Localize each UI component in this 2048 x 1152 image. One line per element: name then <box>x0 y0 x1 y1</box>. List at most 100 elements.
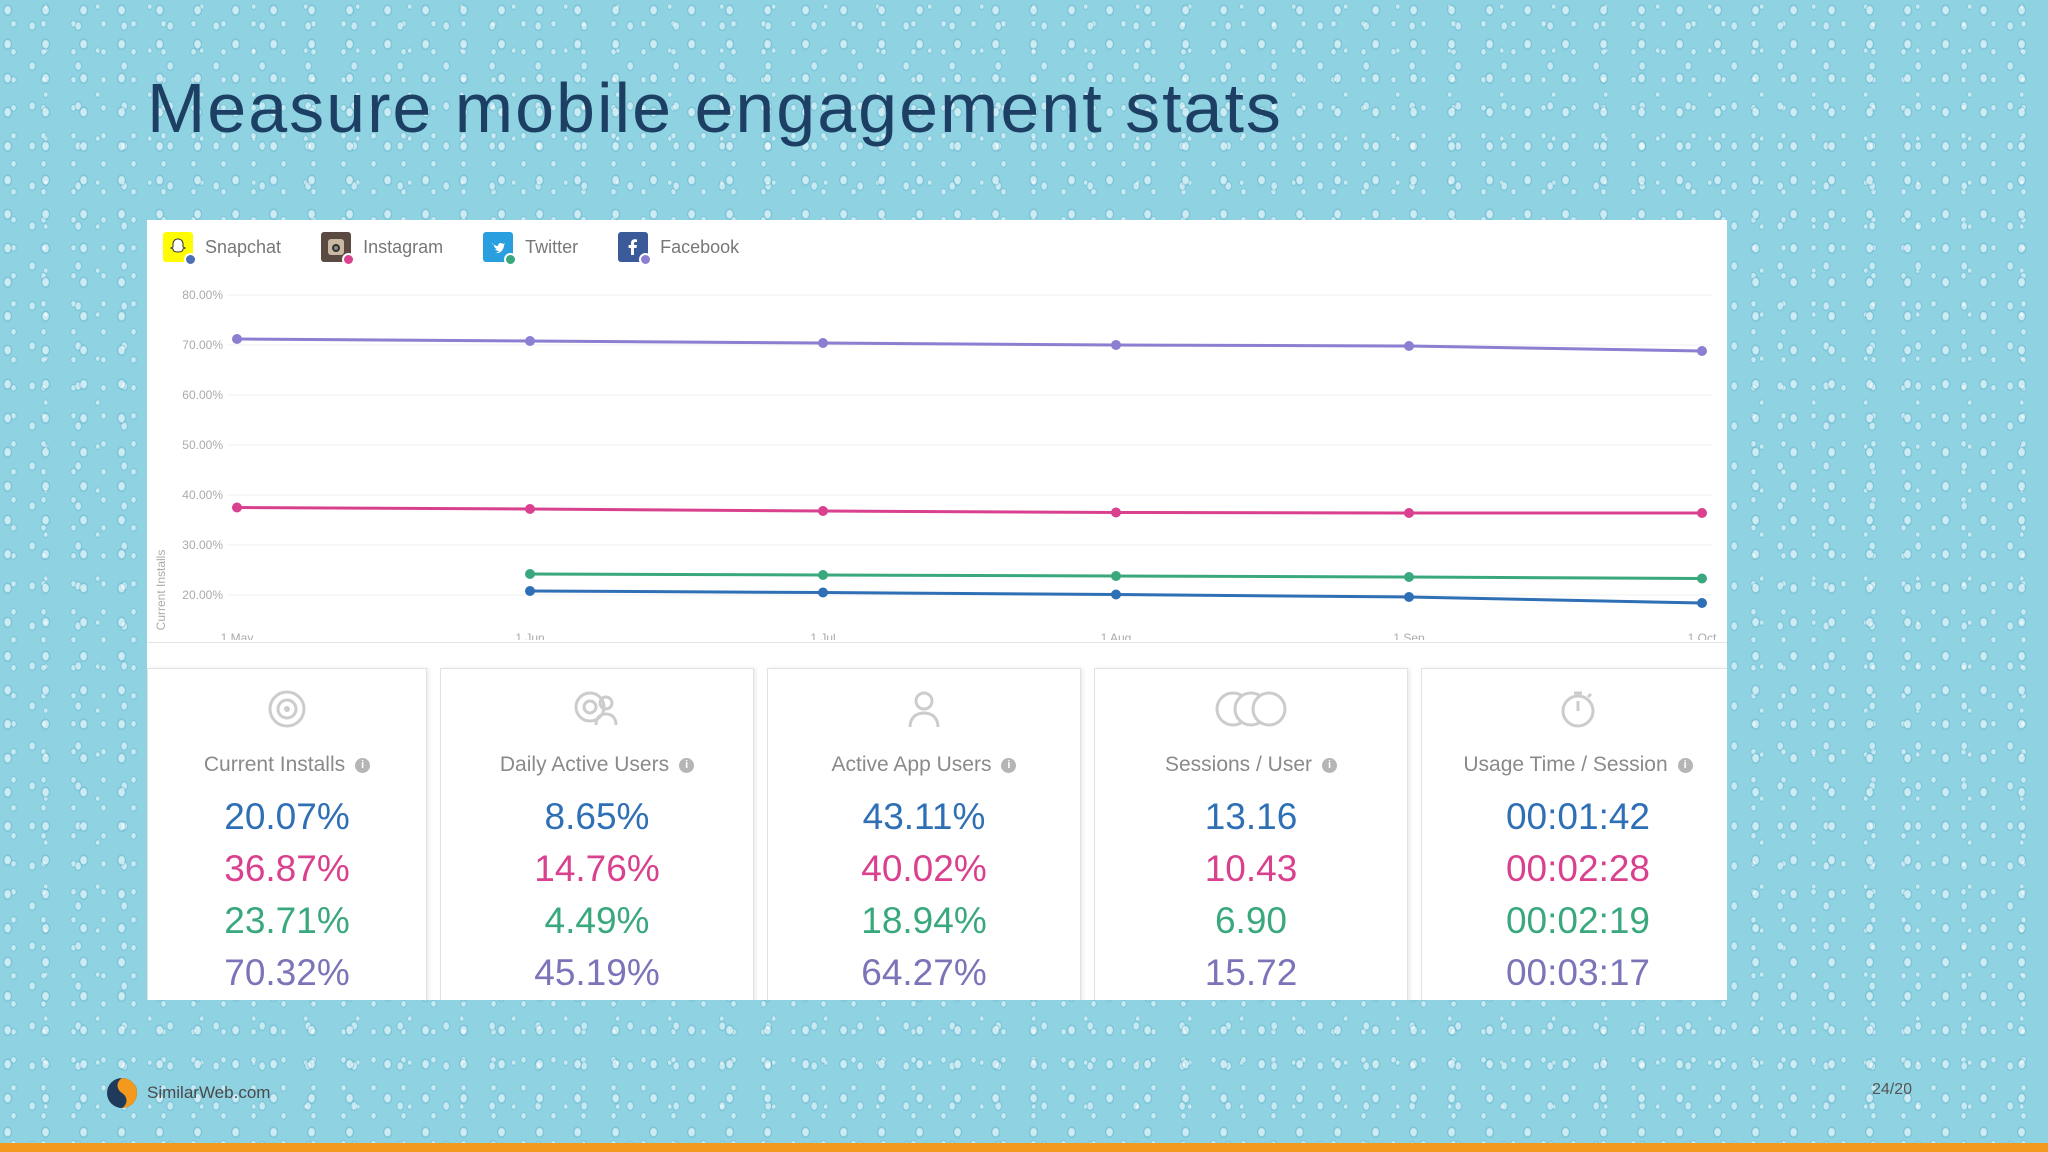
stat-value-snapchat: 8.65% <box>544 796 650 837</box>
x-tick-label: 1 Jun <box>515 631 544 640</box>
data-point-snapchat <box>818 587 828 598</box>
info-icon[interactable]: i <box>1001 757 1017 773</box>
stat-value-instagram: 40.02% <box>861 848 987 889</box>
data-point-instagram <box>525 504 535 514</box>
y-tick-label: 60.00% <box>182 388 223 402</box>
legend-item-facebook[interactable]: Facebook <box>618 232 740 266</box>
slide-title: Measure mobile engagement stats <box>147 69 1283 147</box>
stat-label: Usage Time / Session <box>1463 753 1668 776</box>
stat-value-twitter: 4.49% <box>544 900 650 941</box>
stat-card-sessions-per-user: Sessions / User i 13.16 10.43 6.90 15.72 <box>1094 668 1408 1000</box>
stat-value-instagram: 00:02:28 <box>1505 848 1651 889</box>
y-tick-label: 40.00% <box>182 488 223 502</box>
series-line-instagram <box>236 506 1702 515</box>
data-point-snapchat <box>525 586 535 596</box>
data-point-snapchat <box>1697 598 1707 608</box>
stat-value-facebook: 15.72 <box>1204 952 1298 993</box>
data-point-facebook <box>525 336 535 346</box>
data-point-snapchat <box>1404 592 1414 602</box>
data-point-facebook <box>1697 346 1707 356</box>
stat-value-snapchat: 43.11% <box>862 796 986 837</box>
x-tick-label: 1 Sep <box>1393 631 1425 640</box>
x-tick-label: 1 May <box>221 631 254 640</box>
twitter-icon <box>483 232 518 266</box>
sessions-icon <box>1095 687 1407 731</box>
y-axis-label: Current Installs <box>154 550 168 631</box>
data-point-instagram <box>1697 508 1707 518</box>
line-chart: 80.00% 70.00% 60.00% 50.00% 40.00% 30.00% 20.0… <box>154 288 1717 640</box>
stat-value-facebook: 00:03:17 <box>1505 952 1651 993</box>
stat-value-twitter: 23.71% <box>224 900 350 941</box>
data-point-twitter <box>818 570 828 580</box>
legend-item-snapchat[interactable]: Snapchat <box>163 232 282 266</box>
instagram-icon <box>321 232 356 266</box>
legend-label: Snapchat <box>205 236 282 257</box>
y-tick-label: 20.00% <box>182 588 223 602</box>
x-tick-label: 1 Oct <box>1688 631 1717 640</box>
stat-value-instagram: 36.87% <box>224 848 350 889</box>
y-tick-label: 70.00% <box>182 338 223 352</box>
stat-card-current-installs: Current Installs i 20.07% 36.87% 23.71% … <box>147 668 427 1000</box>
brand-name[interactable]: SimilarWeb.com <box>147 1083 271 1102</box>
legend-label: Facebook <box>660 236 740 257</box>
data-point-instagram <box>818 506 828 516</box>
divider <box>147 642 1727 643</box>
data-point-facebook <box>818 338 828 348</box>
data-point-twitter <box>1111 571 1121 581</box>
stat-label: Daily Active Users <box>499 753 670 776</box>
legend-label: Twitter <box>525 236 579 257</box>
data-point-facebook <box>1111 340 1121 350</box>
stat-value-twitter: 18.94% <box>861 900 987 941</box>
stat-value-twitter: 00:02:19 <box>1505 900 1651 941</box>
info-icon[interactable]: i <box>1322 757 1338 773</box>
stat-card-daily-active-users: Daily Active Users i 8.65% 14.76% 4.49% … <box>440 668 754 1000</box>
stat-label: Active App Users <box>831 753 992 776</box>
x-tick-label: 1 Jul <box>810 631 835 640</box>
facebook-icon <box>618 232 653 266</box>
data-point-instagram <box>1404 508 1414 518</box>
users-icon <box>441 687 753 731</box>
data-point-snapchat <box>1111 589 1121 600</box>
y-tick-label: 30.00% <box>182 538 223 552</box>
series-line-facebook <box>236 337 1703 353</box>
stat-value-facebook: 70.32% <box>224 952 350 993</box>
stat-value-facebook: 64.27% <box>861 952 987 993</box>
footer-brand: SimilarWeb.com <box>105 1076 270 1110</box>
info-icon[interactable]: i <box>679 757 695 773</box>
installs-icon <box>148 687 426 731</box>
stats-row: Current Installs i 20.07% 36.87% 23.71% … <box>147 668 1727 1000</box>
stat-label: Sessions / User <box>1164 753 1313 776</box>
stat-label: Current Installs <box>203 753 346 776</box>
data-point-facebook <box>232 334 242 344</box>
data-point-twitter <box>525 569 535 579</box>
stat-card-usage-time-per-session: Usage Time / Session i 00:01:42 00:02:28… <box>1421 668 1727 1000</box>
timer-icon <box>1422 687 1727 731</box>
snapchat-icon <box>163 232 197 266</box>
data-point-twitter <box>1404 572 1414 582</box>
data-point-instagram <box>1111 507 1121 518</box>
dashboard-panel: Snapchat Instagram Twitter Facebook 80.0… <box>147 220 1727 1000</box>
legend-label: Instagram <box>363 236 444 257</box>
page-number: 24/20 <box>1872 1081 1913 1098</box>
info-icon[interactable]: i <box>355 757 371 773</box>
info-icon[interactable]: i <box>1677 757 1693 773</box>
stat-value-snapchat: 13.16 <box>1204 796 1298 837</box>
stat-value-facebook: 45.19% <box>534 952 660 993</box>
data-point-facebook <box>1404 341 1414 351</box>
stat-value-snapchat: 00:01:42 <box>1505 796 1651 837</box>
data-point-twitter <box>1697 573 1707 584</box>
bottom-accent-bar <box>0 1143 2048 1152</box>
legend-item-twitter[interactable]: Twitter <box>483 232 579 266</box>
x-tick-label: 1 Aug <box>1101 631 1132 640</box>
user-icon <box>768 687 1080 731</box>
similarweb-logo-icon <box>107 1078 137 1108</box>
y-tick-label: 80.00% <box>182 288 223 302</box>
stat-value-instagram: 14.76% <box>534 848 660 889</box>
stat-card-active-app-users: Active App Users i 43.11% 40.02% 18.94% … <box>767 668 1081 1000</box>
data-point-instagram <box>232 502 242 513</box>
y-tick-label: 50.00% <box>182 438 223 452</box>
stat-value-snapchat: 20.07% <box>224 796 350 837</box>
stat-value-twitter: 6.90 <box>1214 900 1287 941</box>
legend-item-instagram[interactable]: Instagram <box>321 232 444 266</box>
chart-legend: Snapchat Instagram Twitter Facebook <box>163 232 740 266</box>
